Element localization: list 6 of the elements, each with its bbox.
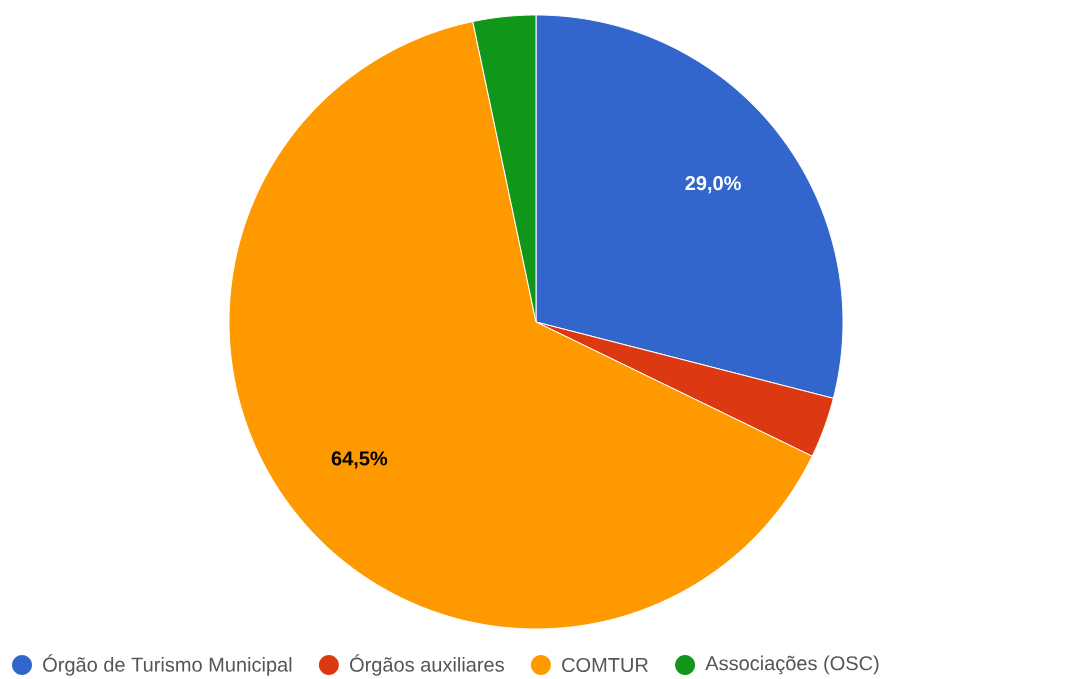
legend-label: COMTUR — [562, 657, 648, 673]
data-label: 29,0% — [685, 176, 741, 194]
legend-label: Órgãos auxiliares — [350, 654, 504, 676]
legend-label: Órgão de Turismo Municipal — [43, 654, 292, 676]
legend-label: Associações (OSC) — [705, 655, 879, 675]
data-label: 64,5% — [331, 451, 388, 469]
